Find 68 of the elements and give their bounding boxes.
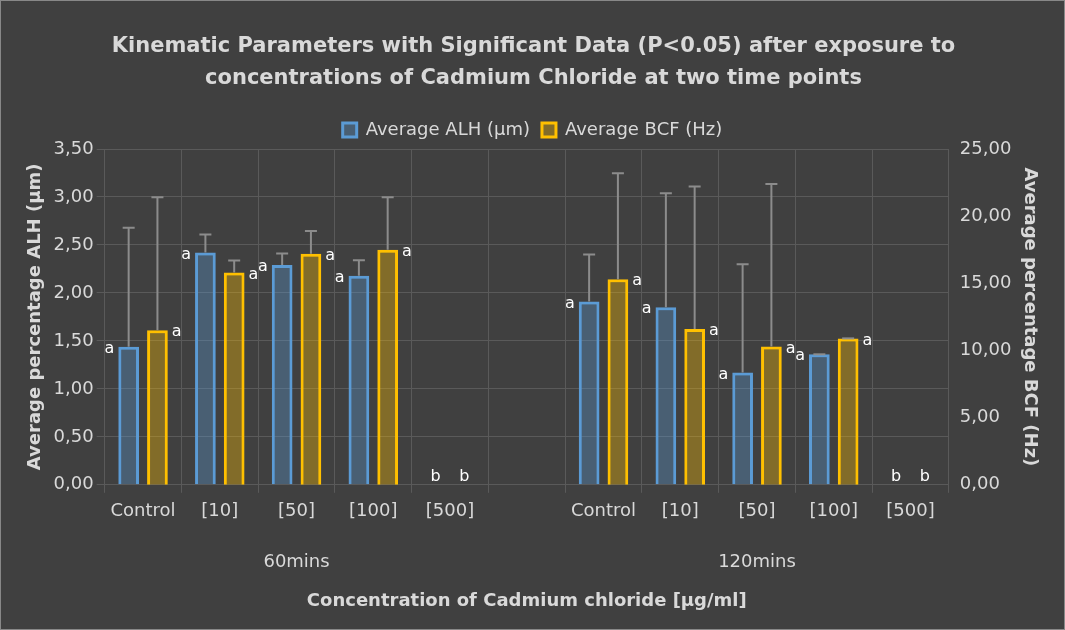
data-label: a xyxy=(334,266,345,286)
data-label: a xyxy=(402,240,412,260)
bar xyxy=(195,252,216,485)
data-label: a xyxy=(785,337,796,357)
bar xyxy=(607,279,629,485)
x-tick-label: [10] xyxy=(661,499,699,521)
x-tick-label: [50] xyxy=(738,499,776,521)
y-axis-title: Average percentage ALH (µm) xyxy=(23,163,45,471)
data-label: a xyxy=(632,270,643,290)
y2-tick-label: 15,00 xyxy=(959,270,1012,292)
bar xyxy=(655,307,677,485)
legend-label: Average BCF (Hz) xyxy=(564,117,723,139)
x-tick-label: [50] xyxy=(278,499,316,521)
y-tick-label: 0,50 xyxy=(53,424,94,446)
y2-tick-label: 20,00 xyxy=(959,203,1012,225)
text: 60mins xyxy=(263,550,330,572)
bar xyxy=(377,249,399,485)
data-label: a xyxy=(248,263,259,283)
data-label: a xyxy=(709,320,719,340)
y-tick-label: 3,00 xyxy=(53,184,94,206)
data-label: b xyxy=(430,465,441,485)
bar xyxy=(837,338,859,485)
legend-label: Average ALH (µm) xyxy=(365,117,530,139)
y2-tick-label: 10,00 xyxy=(959,338,1012,360)
bar xyxy=(300,253,322,485)
bar xyxy=(147,330,168,485)
text: 120mins xyxy=(718,550,796,572)
data-label: a xyxy=(641,298,652,318)
y2-tick-label: 0,00 xyxy=(959,472,1000,494)
bar xyxy=(223,272,245,485)
data-label: a xyxy=(564,292,575,312)
data-label: a xyxy=(104,337,115,357)
data-label: a xyxy=(862,329,873,349)
y-tick-label: 0,00 xyxy=(53,472,94,494)
x-axis-title: Concentration of Cadmium chloride [µg/ml] xyxy=(306,588,747,610)
data-label: b xyxy=(459,465,470,485)
x-tick-label: [10] xyxy=(201,499,239,521)
data-label: a xyxy=(257,256,268,276)
data-label: a xyxy=(181,243,192,263)
x-tick-label: Control xyxy=(570,499,637,521)
data-label: a xyxy=(795,345,805,365)
bar xyxy=(761,346,782,485)
data-label: b xyxy=(919,465,930,485)
y2-tick-label: 25,00 xyxy=(959,136,1012,158)
y-tick-label: 2,50 xyxy=(53,232,94,254)
bar xyxy=(684,328,706,485)
bar xyxy=(578,301,600,485)
bar xyxy=(809,354,830,485)
chart-title: Kinematic Parameters with Significant Data (P<0.05) after exposure to concentrations of Cadmium Chloride at two time points xyxy=(110,32,957,91)
x-tick-label: [100] xyxy=(809,499,858,521)
bar xyxy=(348,275,370,485)
x-tick-label: [100] xyxy=(349,499,398,521)
data-label: a xyxy=(325,244,336,264)
y-tick-label: 1,00 xyxy=(53,376,94,398)
bar xyxy=(118,346,140,485)
data-label: b xyxy=(891,465,902,485)
data-label: a xyxy=(171,321,182,341)
data-label: a xyxy=(718,363,729,383)
y-tick-label: 3,50 xyxy=(53,136,94,158)
x-tick-label: [500] xyxy=(425,499,475,521)
bar xyxy=(271,265,293,485)
x-tick-label: [500] xyxy=(886,499,935,521)
y2-tick-label: 5,00 xyxy=(959,405,1000,427)
y-tick-label: 2,00 xyxy=(53,280,94,302)
x-tick-label: Control xyxy=(110,499,176,521)
y2-axis-title: Average percentage BCF (Hz) xyxy=(1020,167,1042,467)
bar xyxy=(732,372,753,485)
y-tick-label: 1,50 xyxy=(53,328,94,350)
